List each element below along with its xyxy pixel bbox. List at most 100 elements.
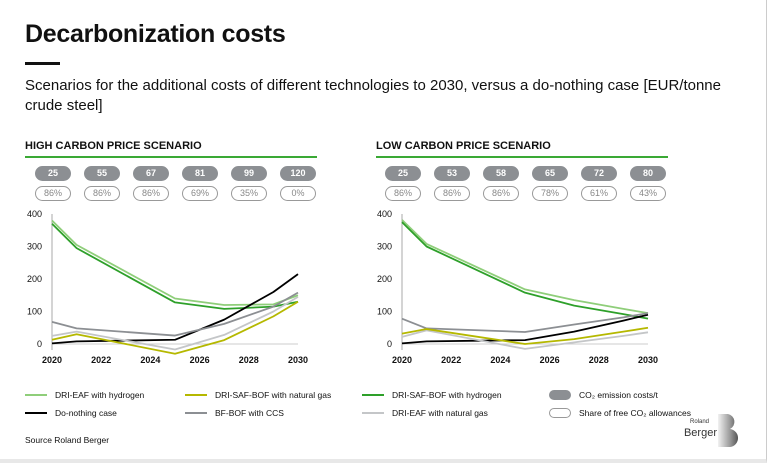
legend-item: BF-BOF with CCS xyxy=(185,408,362,418)
co2-cost-pill: 58 xyxy=(483,166,519,181)
y-tick-label: 300 xyxy=(27,242,42,252)
free-allowance-pill: 86% xyxy=(84,186,120,201)
y-tick-label: 400 xyxy=(377,209,392,219)
x-tick-label: 2020 xyxy=(42,355,62,365)
x-tick-label: 2026 xyxy=(190,355,210,365)
x-tick-label: 2030 xyxy=(638,355,658,365)
legend-label: DRI-SAF-BOF with natural gas xyxy=(215,390,332,400)
y-tick-label: 300 xyxy=(377,242,392,252)
legend-item: DRI-EAF with hydrogen xyxy=(25,390,185,400)
co2-cost-pill: 25 xyxy=(35,166,71,181)
legend-item: CO₂ emission costs/t xyxy=(549,390,749,400)
x-tick-label: 2028 xyxy=(589,355,609,365)
title-underline xyxy=(25,62,60,65)
legend-item: Do-nothing case xyxy=(25,408,185,418)
legend-item: DRI-SAF-BOF with hydrogen xyxy=(362,390,549,400)
y-tick-label: 200 xyxy=(377,274,392,284)
co2-cost-pill: 53 xyxy=(434,166,470,181)
free-allowance-pill: 86% xyxy=(483,186,519,201)
free-allowance-pill: 78% xyxy=(532,186,568,201)
pill-column: 65 78% xyxy=(532,166,568,201)
pill-column: 25 86% xyxy=(385,166,421,201)
legend: DRI-EAF with hydrogen DRI-SAF-BOF with na… xyxy=(25,390,749,418)
legend-label: BF-BOF with CCS xyxy=(215,408,284,418)
x-tick-label: 2022 xyxy=(91,355,111,365)
charts: 0 100 200 300 400 2020 2022 2024 2026 2028 2030 0 10… xyxy=(27,209,658,365)
free-allowance-pill: 86% xyxy=(434,186,470,201)
legend-label: DRI-EAF with hydrogen xyxy=(55,390,145,400)
legend-item: Share of free CO₂ allowances xyxy=(549,408,749,418)
free-allowance-pill: 35% xyxy=(231,186,267,201)
legend-label: Do-nothing case xyxy=(55,408,117,418)
free-allowance-pill: 0% xyxy=(280,186,316,201)
legend-item: DRI-SAF-BOF with natural gas xyxy=(185,390,362,400)
series-line-bf-bof-with-ccs xyxy=(401,312,649,333)
legend-item: DRI-EAF with natural gas xyxy=(362,408,549,418)
subtitle: Scenarios for the additional costs of di… xyxy=(25,77,721,114)
pill-column: 81 69% xyxy=(182,166,218,201)
free-allowance-pill: 69% xyxy=(182,186,218,201)
free-allowance-pill: 86% xyxy=(385,186,421,201)
free-allowance-pill: 86% xyxy=(35,186,71,201)
free-allowance-pill: 61% xyxy=(581,186,617,201)
co2-cost-pill: 67 xyxy=(133,166,169,181)
pill-column: 55 86% xyxy=(84,166,120,201)
panel-title-high: HIGH CARBON PRICE SCENARIO xyxy=(25,140,317,158)
legend-label: CO₂ emission costs/t xyxy=(579,390,658,400)
page-title: Decarbonization costs xyxy=(25,20,286,48)
series-line-dri-saf-bof-with-hydrogen xyxy=(51,223,299,310)
legend-label: Share of free CO₂ allowances xyxy=(579,408,691,418)
free-allowance-pill: 86% xyxy=(133,186,169,201)
legend-swatch xyxy=(549,390,571,400)
roland-berger-logo: Roland Berger xyxy=(668,413,742,449)
series-line-dri-eaf-with-natural-gas xyxy=(401,329,649,350)
pills-low: 25 86% 53 86% 58 86% 65 78% 72 61% 80 43% xyxy=(385,166,666,201)
pill-column: 53 86% xyxy=(434,166,470,201)
series-line-dri-saf-bof-with-natural-gas xyxy=(51,300,299,355)
legend-swatch xyxy=(185,412,207,414)
pills-high: 25 86% 55 86% 67 86% 81 69% 99 35% 120 0% xyxy=(35,166,316,201)
x-tick-label: 2024 xyxy=(490,355,510,365)
x-tick-label: 2030 xyxy=(288,355,308,365)
x-tick-label: 2020 xyxy=(392,355,412,365)
x-tick-label: 2028 xyxy=(239,355,259,365)
pill-column: 80 43% xyxy=(630,166,666,201)
free-allowance-pill: 43% xyxy=(630,186,666,201)
y-tick-label: 400 xyxy=(27,209,42,219)
pill-column: 58 86% xyxy=(483,166,519,201)
y-tick-label: 100 xyxy=(377,307,392,317)
series-line-do-nothing-case xyxy=(51,273,299,345)
co2-cost-pill: 25 xyxy=(385,166,421,181)
series-line-dri-eaf-with-natural-gas xyxy=(51,296,299,351)
y-tick-label: 200 xyxy=(27,274,42,284)
x-tick-label: 2022 xyxy=(441,355,461,365)
series-line-dri-saf-bof-with-hydrogen xyxy=(401,221,649,320)
co2-cost-pill: 99 xyxy=(231,166,267,181)
x-tick-label: 2026 xyxy=(540,355,560,365)
pill-column: 67 86% xyxy=(133,166,169,201)
svg-text:Roland: Roland xyxy=(690,419,709,425)
source: Source Roland Berger xyxy=(25,435,110,445)
co2-cost-pill: 81 xyxy=(182,166,218,181)
pill-column: 25 86% xyxy=(35,166,71,201)
co2-cost-pill: 120 xyxy=(280,166,316,181)
series-line-dri-eaf-with-hydrogen xyxy=(51,219,299,306)
series-line-dri-eaf-with-hydrogen xyxy=(401,219,649,315)
legend-swatch xyxy=(362,412,384,414)
series-line-do-nothing-case xyxy=(401,313,649,345)
legend-swatch xyxy=(362,394,384,396)
x-tick-label: 2024 xyxy=(140,355,160,365)
panel-title-low: LOW CARBON PRICE SCENARIO xyxy=(376,140,668,158)
y-tick-label: 100 xyxy=(27,307,42,317)
y-tick-label: 0 xyxy=(387,339,392,349)
co2-cost-pill: 72 xyxy=(581,166,617,181)
pill-column: 72 61% xyxy=(581,166,617,201)
legend-swatch xyxy=(549,408,571,418)
legend-swatch xyxy=(25,412,47,414)
pill-column: 120 0% xyxy=(280,166,316,201)
pill-column: 99 35% xyxy=(231,166,267,201)
co2-cost-pill: 65 xyxy=(532,166,568,181)
series-line-dri-saf-bof-with-natural-gas xyxy=(401,326,649,345)
legend-swatch xyxy=(185,394,207,396)
svg-text:Berger: Berger xyxy=(684,427,717,439)
